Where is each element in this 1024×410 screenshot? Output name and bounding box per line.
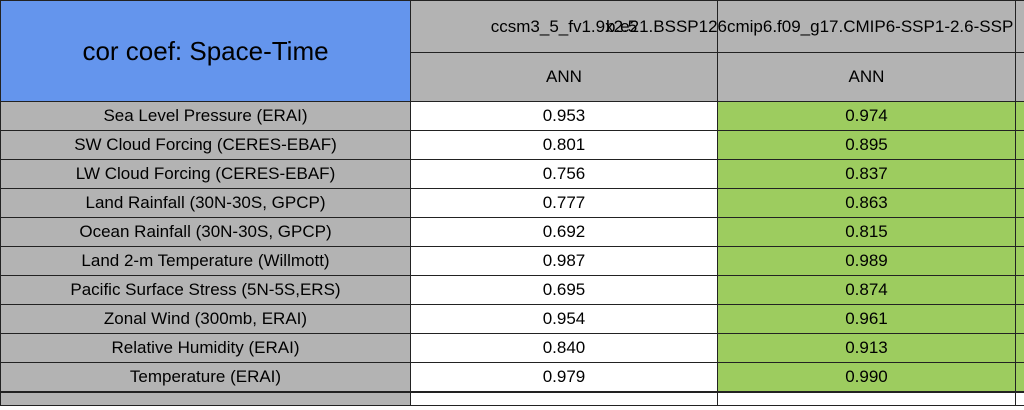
table-title: cor coef: Space-Time [0, 0, 411, 102]
partial-next-row [0, 391, 1024, 406]
value-clipped-column [1015, 275, 1024, 305]
value-model1: 0.777 [410, 188, 718, 218]
value-model1: 0.954 [410, 304, 718, 334]
value-clipped-column [1015, 130, 1024, 160]
model2-name-label: b.e21.BSSP126cmip6.f09_g17.CMIP6-SSP1-2.… [606, 16, 1014, 36]
model1-season-header: ANN [410, 52, 718, 102]
table-row: Temperature (ERAI) 0.979 0.990 [0, 362, 1024, 393]
table-row: Relative Humidity (ERAI) 0.840 0.913 [0, 333, 1024, 363]
row-label: Sea Level Pressure (ERAI) [0, 101, 411, 131]
value-clipped-column [1015, 333, 1024, 363]
value-model1: 0.756 [410, 159, 718, 189]
value-model2: 0.990 [717, 362, 1016, 393]
value-model2: 0.974 [717, 101, 1016, 131]
value-model2: 0.913 [717, 333, 1016, 363]
model2-season-header: ANN [717, 52, 1016, 102]
value-model2: 0.815 [717, 217, 1016, 247]
table-row: Land Rainfall (30N-30S, GPCP) 0.777 0.86… [0, 188, 1024, 218]
value-model2: 0.837 [717, 159, 1016, 189]
value-clipped-column [1015, 304, 1024, 334]
value-model1: 0.801 [410, 130, 718, 160]
value-model1: 0.987 [410, 246, 718, 276]
season-header-row: ANN ANN [1, 52, 1024, 102]
clipped-column-season-header [1015, 52, 1024, 102]
value-clipped-column [1015, 246, 1024, 276]
row-label: SW Cloud Forcing (CERES-EBAF) [0, 130, 411, 160]
value-model1: 0.692 [410, 217, 718, 247]
partial-row-label [0, 391, 411, 406]
partial-row-cell [410, 391, 718, 406]
row-label: Zonal Wind (300mb, ERAI) [0, 304, 411, 334]
table-row: Ocean Rainfall (30N-30S, GPCP) 0.692 0.8… [0, 217, 1024, 247]
table-row: Zonal Wind (300mb, ERAI) 0.954 0.961 [0, 304, 1024, 334]
partial-row-cell [717, 391, 1016, 406]
clipped-column-name-header [1015, 0, 1024, 53]
value-clipped-column [1015, 159, 1024, 189]
row-label: Pacific Surface Stress (5N-5S,ERS) [0, 275, 411, 305]
row-label: LW Cloud Forcing (CERES-EBAF) [0, 159, 411, 189]
row-label: Land Rainfall (30N-30S, GPCP) [0, 188, 411, 218]
value-clipped-column [1015, 101, 1024, 131]
table-row: LW Cloud Forcing (CERES-EBAF) 0.756 0.83… [0, 159, 1024, 189]
row-label: Temperature (ERAI) [0, 362, 411, 393]
value-model2: 0.874 [717, 275, 1016, 305]
table-row: Sea Level Pressure (ERAI) 0.953 0.974 [0, 101, 1024, 131]
row-label: Ocean Rainfall (30N-30S, GPCP) [0, 217, 411, 247]
value-model2: 0.895 [717, 130, 1016, 160]
model1-name-label: ccsm3_5_fv1.9x2.5 [490, 16, 638, 36]
value-clipped-column [1015, 188, 1024, 218]
value-model1: 0.840 [410, 333, 718, 363]
table-row: Land 2-m Temperature (Willmott) 0.987 0.… [0, 246, 1024, 276]
table-row: SW Cloud Forcing (CERES-EBAF) 0.801 0.89… [0, 130, 1024, 160]
value-model2: 0.961 [717, 304, 1016, 334]
row-label: Land 2-m Temperature (Willmott) [0, 246, 411, 276]
model2-name-header: b.e21.BSSP126cmip6.f09_g17.CMIP6-SSP1-2.… [606, 0, 1016, 53]
table-row: Pacific Surface Stress (5N-5S,ERS) 0.695… [0, 275, 1024, 305]
partial-row-cell [1015, 391, 1024, 406]
value-clipped-column [1015, 217, 1024, 247]
value-model2: 0.989 [717, 246, 1016, 276]
value-model1: 0.979 [410, 362, 718, 393]
value-model2: 0.863 [717, 188, 1016, 218]
model1-name-header: ccsm3_5_fv1.9x2.5 [410, 0, 718, 53]
value-model1: 0.695 [410, 275, 718, 305]
value-model1: 0.953 [410, 101, 718, 131]
row-label: Relative Humidity (ERAI) [0, 333, 411, 363]
model-header-row: cor coef: Space-Time ccsm3_5_fv1.9x2.5 b… [0, 0, 1024, 102]
value-clipped-column [1015, 362, 1024, 393]
